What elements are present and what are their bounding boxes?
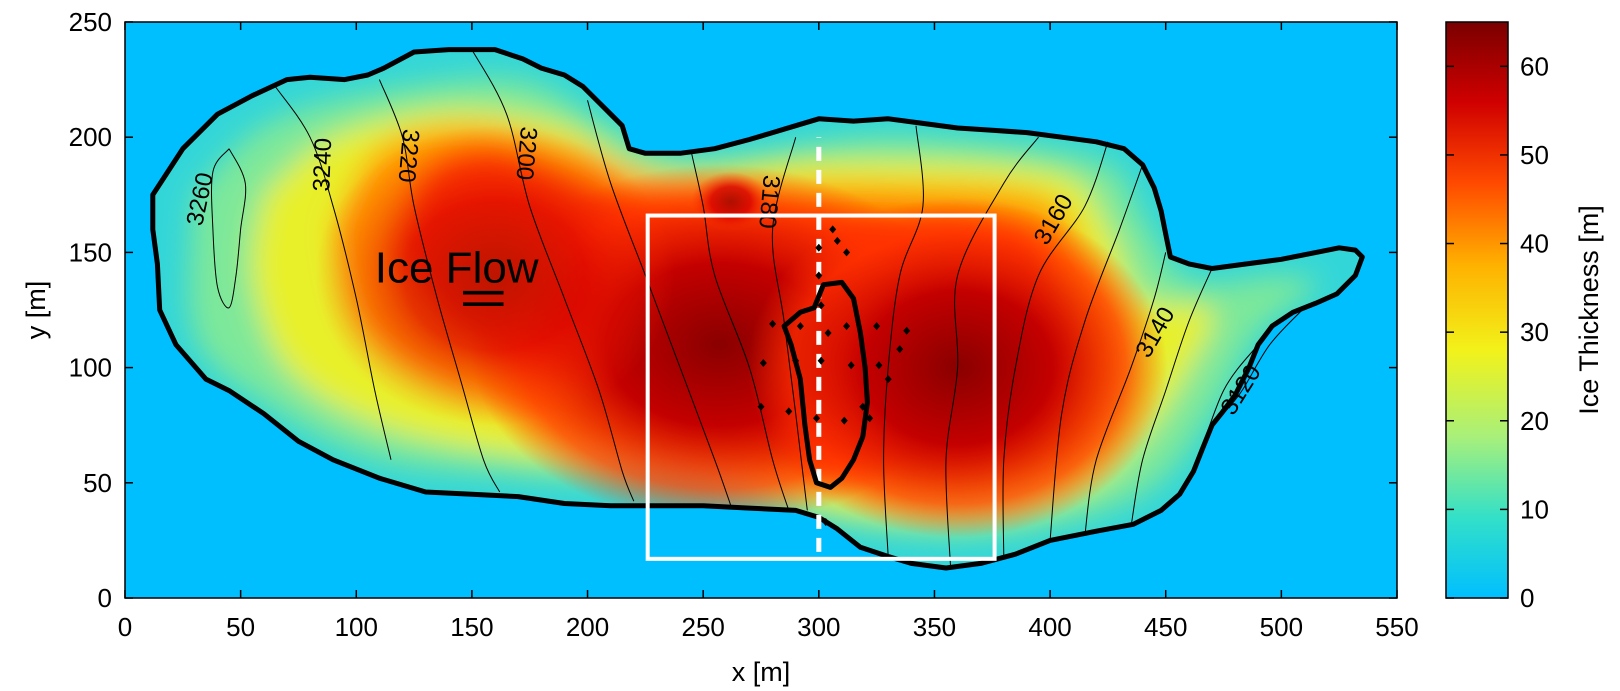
contour-line [945, 136, 1039, 569]
x-tick-label: 250 [681, 612, 724, 642]
contour-line [378, 79, 501, 493]
colorbar [1445, 21, 1509, 599]
x-tick-label: 550 [1375, 612, 1418, 642]
colorbar-tick-label: 40 [1520, 229, 1549, 259]
sample-point [817, 356, 825, 365]
sample-point [903, 326, 911, 335]
sample-point [829, 225, 837, 234]
sample-point [875, 361, 883, 370]
colorbar-tick-label: 30 [1520, 317, 1549, 347]
sample-point [815, 271, 823, 280]
sample-point [822, 517, 830, 526]
contour-line [274, 86, 392, 460]
contour-label-3200: 3200 [510, 126, 542, 182]
sample-point [884, 375, 892, 384]
contour-line [691, 153, 790, 511]
sample-point [785, 407, 793, 416]
contour-label-3180: 3180 [753, 174, 785, 230]
y-axis-ticks: 0 50 100 150 200 250 [69, 7, 1397, 613]
contour-line [771, 137, 808, 511]
contour-line [211, 148, 247, 309]
sample-point [813, 414, 821, 423]
y-tick-label: 200 [69, 122, 112, 152]
contour-line [883, 125, 924, 557]
y-tick-label: 250 [69, 7, 112, 37]
inner-outline [781, 279, 870, 490]
sample-point [896, 345, 904, 354]
x-tick-label: 100 [335, 612, 378, 642]
glacier-outline [150, 47, 1365, 571]
sample-point [759, 358, 767, 367]
study-area-box [645, 213, 997, 561]
contour-line [1049, 164, 1144, 541]
x-tick-label: 450 [1144, 612, 1187, 642]
sample-point [843, 248, 851, 257]
sample-point [824, 329, 832, 338]
contour-line [587, 100, 732, 506]
sample-point [859, 402, 867, 411]
x-tick-label: 150 [450, 612, 493, 642]
x-tick-label: 400 [1028, 612, 1071, 642]
colorbar-tick-label: 60 [1520, 51, 1549, 81]
elevation-contours [211, 49, 1305, 569]
contour-line [471, 49, 635, 502]
ice-flow-label: Ice Flow [375, 243, 539, 292]
sample-point [817, 301, 825, 310]
colorbar-tick-label: 10 [1520, 494, 1549, 524]
sample-point [757, 402, 765, 411]
sample-point [873, 322, 881, 331]
annotations: Ice Flow|| [375, 243, 539, 310]
colorbar-tick-label: 20 [1520, 406, 1549, 436]
x-tick-label: 350 [913, 612, 956, 642]
y-tick-label: 50 [83, 468, 112, 498]
sample-point [769, 319, 777, 328]
contour-label-3220: 3220 [393, 128, 425, 184]
x-axis-label: x [m] [732, 657, 791, 687]
colorbar-tick-label: 50 [1520, 140, 1549, 170]
contour-line [1223, 307, 1305, 415]
colorbar-ticks: 0 10 20 30 40 50 60 [1446, 51, 1549, 613]
contour-line [1084, 252, 1167, 536]
sample-point [847, 361, 855, 370]
colorbar-tick-label: 0 [1520, 583, 1534, 613]
x-axis-ticks: 0 50 100 150 200 250 300 350 400 450 500 550 [118, 22, 1419, 642]
plot-frame [124, 21, 1398, 599]
sample-point [843, 322, 851, 331]
contour-line [1130, 268, 1213, 527]
x-tick-label: 0 [118, 612, 132, 642]
y-tick-label: 100 [69, 353, 112, 383]
y-tick-label: 0 [98, 583, 112, 613]
sample-point [840, 416, 848, 425]
sample-point [833, 236, 841, 245]
x-tick-label: 300 [797, 612, 840, 642]
sample-point [866, 414, 874, 423]
sample-point [796, 322, 804, 331]
x-tick-label: 50 [226, 612, 255, 642]
flow-arrow-symbol: || [462, 287, 511, 310]
x-tick-label: 500 [1260, 612, 1303, 642]
thickness-maximum [315, 125, 676, 426]
y-tick-label: 150 [69, 237, 112, 267]
sample-point [792, 356, 800, 365]
contour-label-3240: 3240 [308, 138, 337, 192]
y-axis-label: y [m] [21, 281, 51, 340]
contour-line [1002, 141, 1109, 559]
colorbar-label: Ice Thickness [m] [1574, 205, 1604, 415]
x-tick-label: 200 [566, 612, 609, 642]
sample-point [815, 243, 823, 252]
sample-points [757, 225, 911, 526]
